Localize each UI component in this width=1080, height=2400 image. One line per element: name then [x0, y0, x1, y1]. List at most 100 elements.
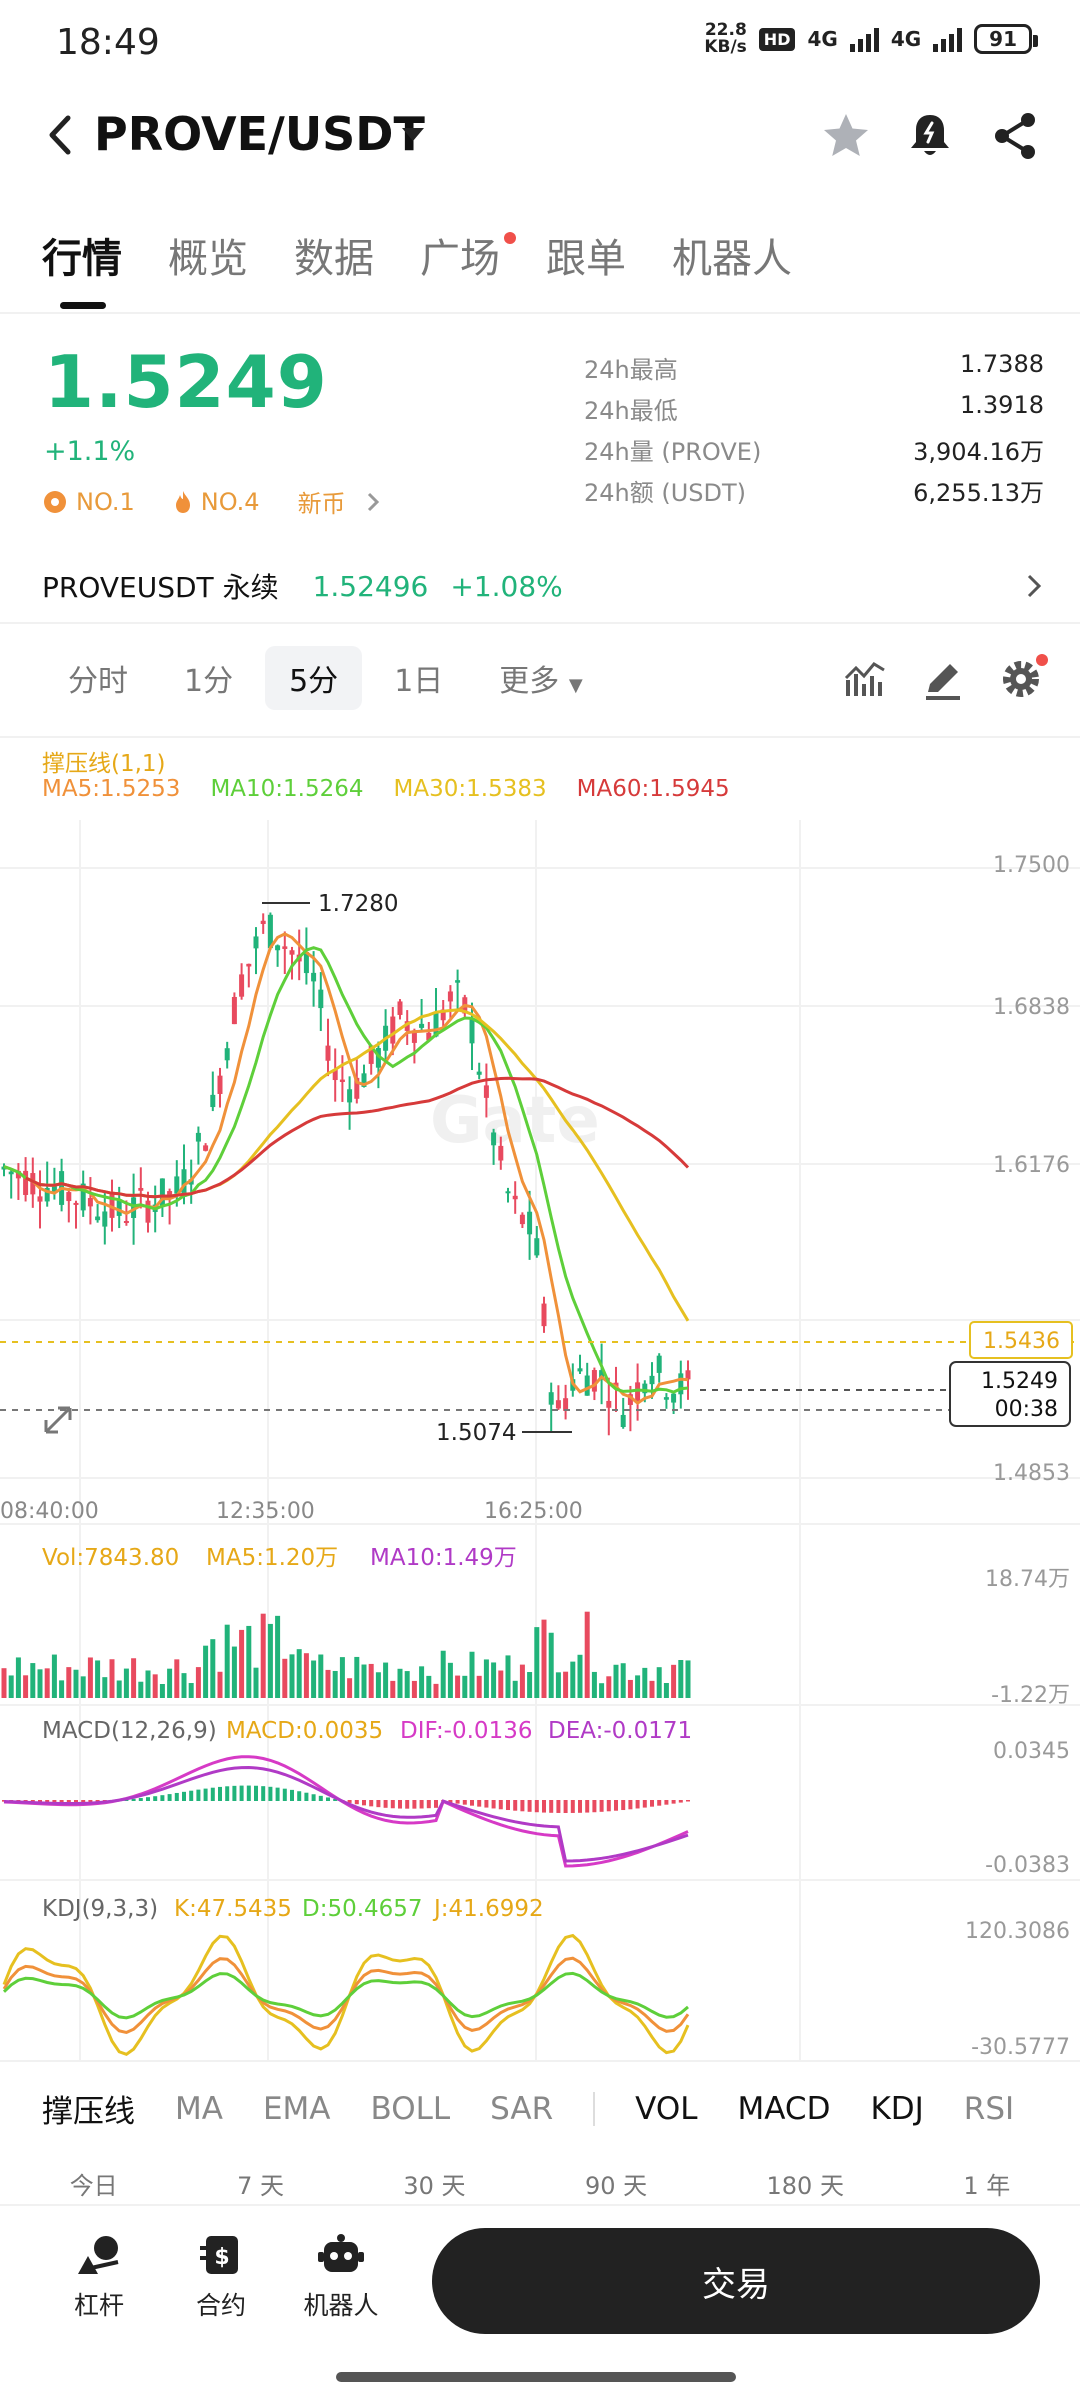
fullscreen-expand-icon[interactable] [44, 1406, 72, 1434]
pair-title[interactable]: PROVE/USDT [94, 107, 425, 161]
range-today[interactable]: 今日 [69, 2172, 118, 2200]
candle-body [685, 1370, 691, 1380]
volume-bar [368, 1663, 374, 1698]
macd-bar [182, 1791, 186, 1801]
tab-data[interactable]: 数据 [294, 236, 374, 282]
macd-bar [318, 1795, 323, 1801]
notification-dot [504, 232, 516, 244]
svg-text:MACD(12,26,9): MACD(12,26,9) [42, 1718, 217, 1744]
candle-body [527, 1211, 533, 1235]
network-speed: 22.8 KB/s [704, 20, 747, 57]
volume-bar [174, 1659, 180, 1698]
macd-bar [268, 1786, 273, 1801]
candle-body [347, 1089, 353, 1103]
interval-5m[interactable]: 5分 [265, 646, 363, 710]
candle-body [109, 1191, 115, 1218]
new-coin-badge[interactable]: 新币 [297, 490, 346, 518]
candle-body [44, 1188, 50, 1202]
indicator-vol[interactable]: VOL [635, 2090, 698, 2127]
tab-bots[interactable]: 机器人 [672, 236, 792, 282]
pair-dropdown-icon[interactable] [402, 128, 424, 141]
interval-timeline[interactable]: 分时 [68, 664, 128, 699]
macd-bar [189, 1790, 194, 1801]
divider [0, 312, 1080, 314]
macd-bar [434, 1800, 438, 1808]
chevron-right-icon[interactable] [366, 491, 380, 513]
macd-bar [290, 1789, 294, 1801]
candle-body [375, 1048, 381, 1068]
share-icon[interactable] [988, 108, 1044, 164]
x-tick: 08:40:00 [0, 1499, 99, 1524]
futures-contract-icon: $ [200, 2236, 238, 2274]
macd-bar [210, 1787, 215, 1801]
vol-legend: Vol:7843.80 MA5:1.20万 MA10:1.49万 [42, 1545, 517, 1571]
range-30d[interactable]: 30 天 [403, 2172, 466, 2200]
volume-bars [1, 1611, 691, 1698]
range-180d[interactable]: 180 天 [766, 2172, 844, 2200]
rank-badge-1[interactable]: NO.1 [76, 487, 135, 516]
rank-badge-2[interactable]: NO.4 [200, 487, 260, 516]
interval-more[interactable]: 更多 ▼ [499, 664, 583, 699]
volume-bar [483, 1659, 489, 1698]
range-7d[interactable]: 7 天 [237, 2172, 284, 2200]
macd-bar [642, 1800, 647, 1808]
indicator-ema[interactable]: EMA [262, 2090, 331, 2127]
interval-1d[interactable]: 1日 [394, 664, 444, 699]
indicator-support-resistance[interactable]: 撑压线 [42, 2094, 135, 2130]
candle-body [671, 1393, 677, 1403]
nav-futures[interactable]: $ 合约 [176, 2232, 266, 2322]
tab-square[interactable]: 广场 [420, 226, 516, 284]
indicator-label: 撑压线(1,1) [42, 751, 166, 777]
svg-text:MA10:1.49万: MA10:1.49万 [370, 1545, 517, 1571]
indicator-sar[interactable]: SAR [490, 2090, 554, 2127]
tab-overview[interactable]: 概览 [168, 236, 248, 282]
back-arrow-icon[interactable] [40, 110, 80, 160]
home-indicator[interactable] [336, 2372, 736, 2382]
macd-bar [549, 1800, 554, 1813]
macd-bar [520, 1800, 525, 1812]
candle-body [483, 1085, 489, 1098]
perpetual-contract-row[interactable]: PROVEUSDT 永续 1.52496 +1.08% [42, 566, 1042, 606]
volume-bar [159, 1683, 165, 1698]
nav-bots[interactable]: 机器人 [296, 2232, 386, 2322]
trade-button[interactable]: 交易 [432, 2228, 1040, 2334]
candle-body [289, 950, 295, 955]
indicator-ma[interactable]: MA [175, 2090, 223, 2127]
candle-body [159, 1178, 165, 1208]
draw-pen-icon[interactable] [920, 656, 966, 702]
candle-body [224, 1048, 230, 1061]
indicator-boll[interactable]: BOLL [370, 2090, 451, 2127]
volume-bar [354, 1656, 360, 1698]
interval-1m[interactable]: 1分 [184, 664, 234, 699]
range-selector: 今日 7 天 30 天 90 天 180 天 1 年 [0, 2166, 1080, 2201]
candle-body [239, 974, 245, 997]
volume-bar [44, 1668, 50, 1698]
tab-market[interactable]: 行情 [42, 236, 122, 282]
indicator-kdj[interactable]: KDJ [870, 2090, 924, 2127]
indicator-rsi[interactable]: RSI [963, 2090, 1015, 2127]
candle-body [138, 1187, 144, 1191]
nav-margin[interactable]: 杠杆 [54, 2232, 144, 2322]
volume-bar [87, 1657, 93, 1698]
indicator-macd[interactable]: MACD [737, 2090, 831, 2127]
settings-gear-icon[interactable] [998, 654, 1048, 702]
signal-icon-2 [933, 26, 963, 52]
candle-body [627, 1394, 633, 1405]
macd-bar [131, 1798, 136, 1801]
volume-bar [260, 1613, 266, 1698]
interval-selector: 分时 1分 5分 1日 更多 ▼ [44, 646, 615, 710]
price-alert-bell-icon[interactable] [902, 108, 958, 164]
range-90d[interactable]: 90 天 [584, 2172, 648, 2200]
range-1y[interactable]: 1 年 [963, 2172, 1011, 2200]
indicator-chart-icon[interactable] [842, 656, 888, 702]
macd-bar [95, 1800, 100, 1803]
macd-bar [390, 1800, 395, 1809]
tab-copy-trading[interactable]: 跟单 [546, 236, 626, 282]
volume-bar [635, 1675, 641, 1698]
candle-body [433, 1011, 439, 1037]
volume-bar [498, 1670, 504, 1698]
star-icon[interactable] [818, 108, 874, 164]
svg-text:$: $ [214, 2245, 229, 2270]
kline-chart[interactable]: Gate 1.7280 1.5074 1.7500 1.6838 1.6176 … [0, 820, 1080, 2060]
macd-bar [398, 1800, 402, 1809]
